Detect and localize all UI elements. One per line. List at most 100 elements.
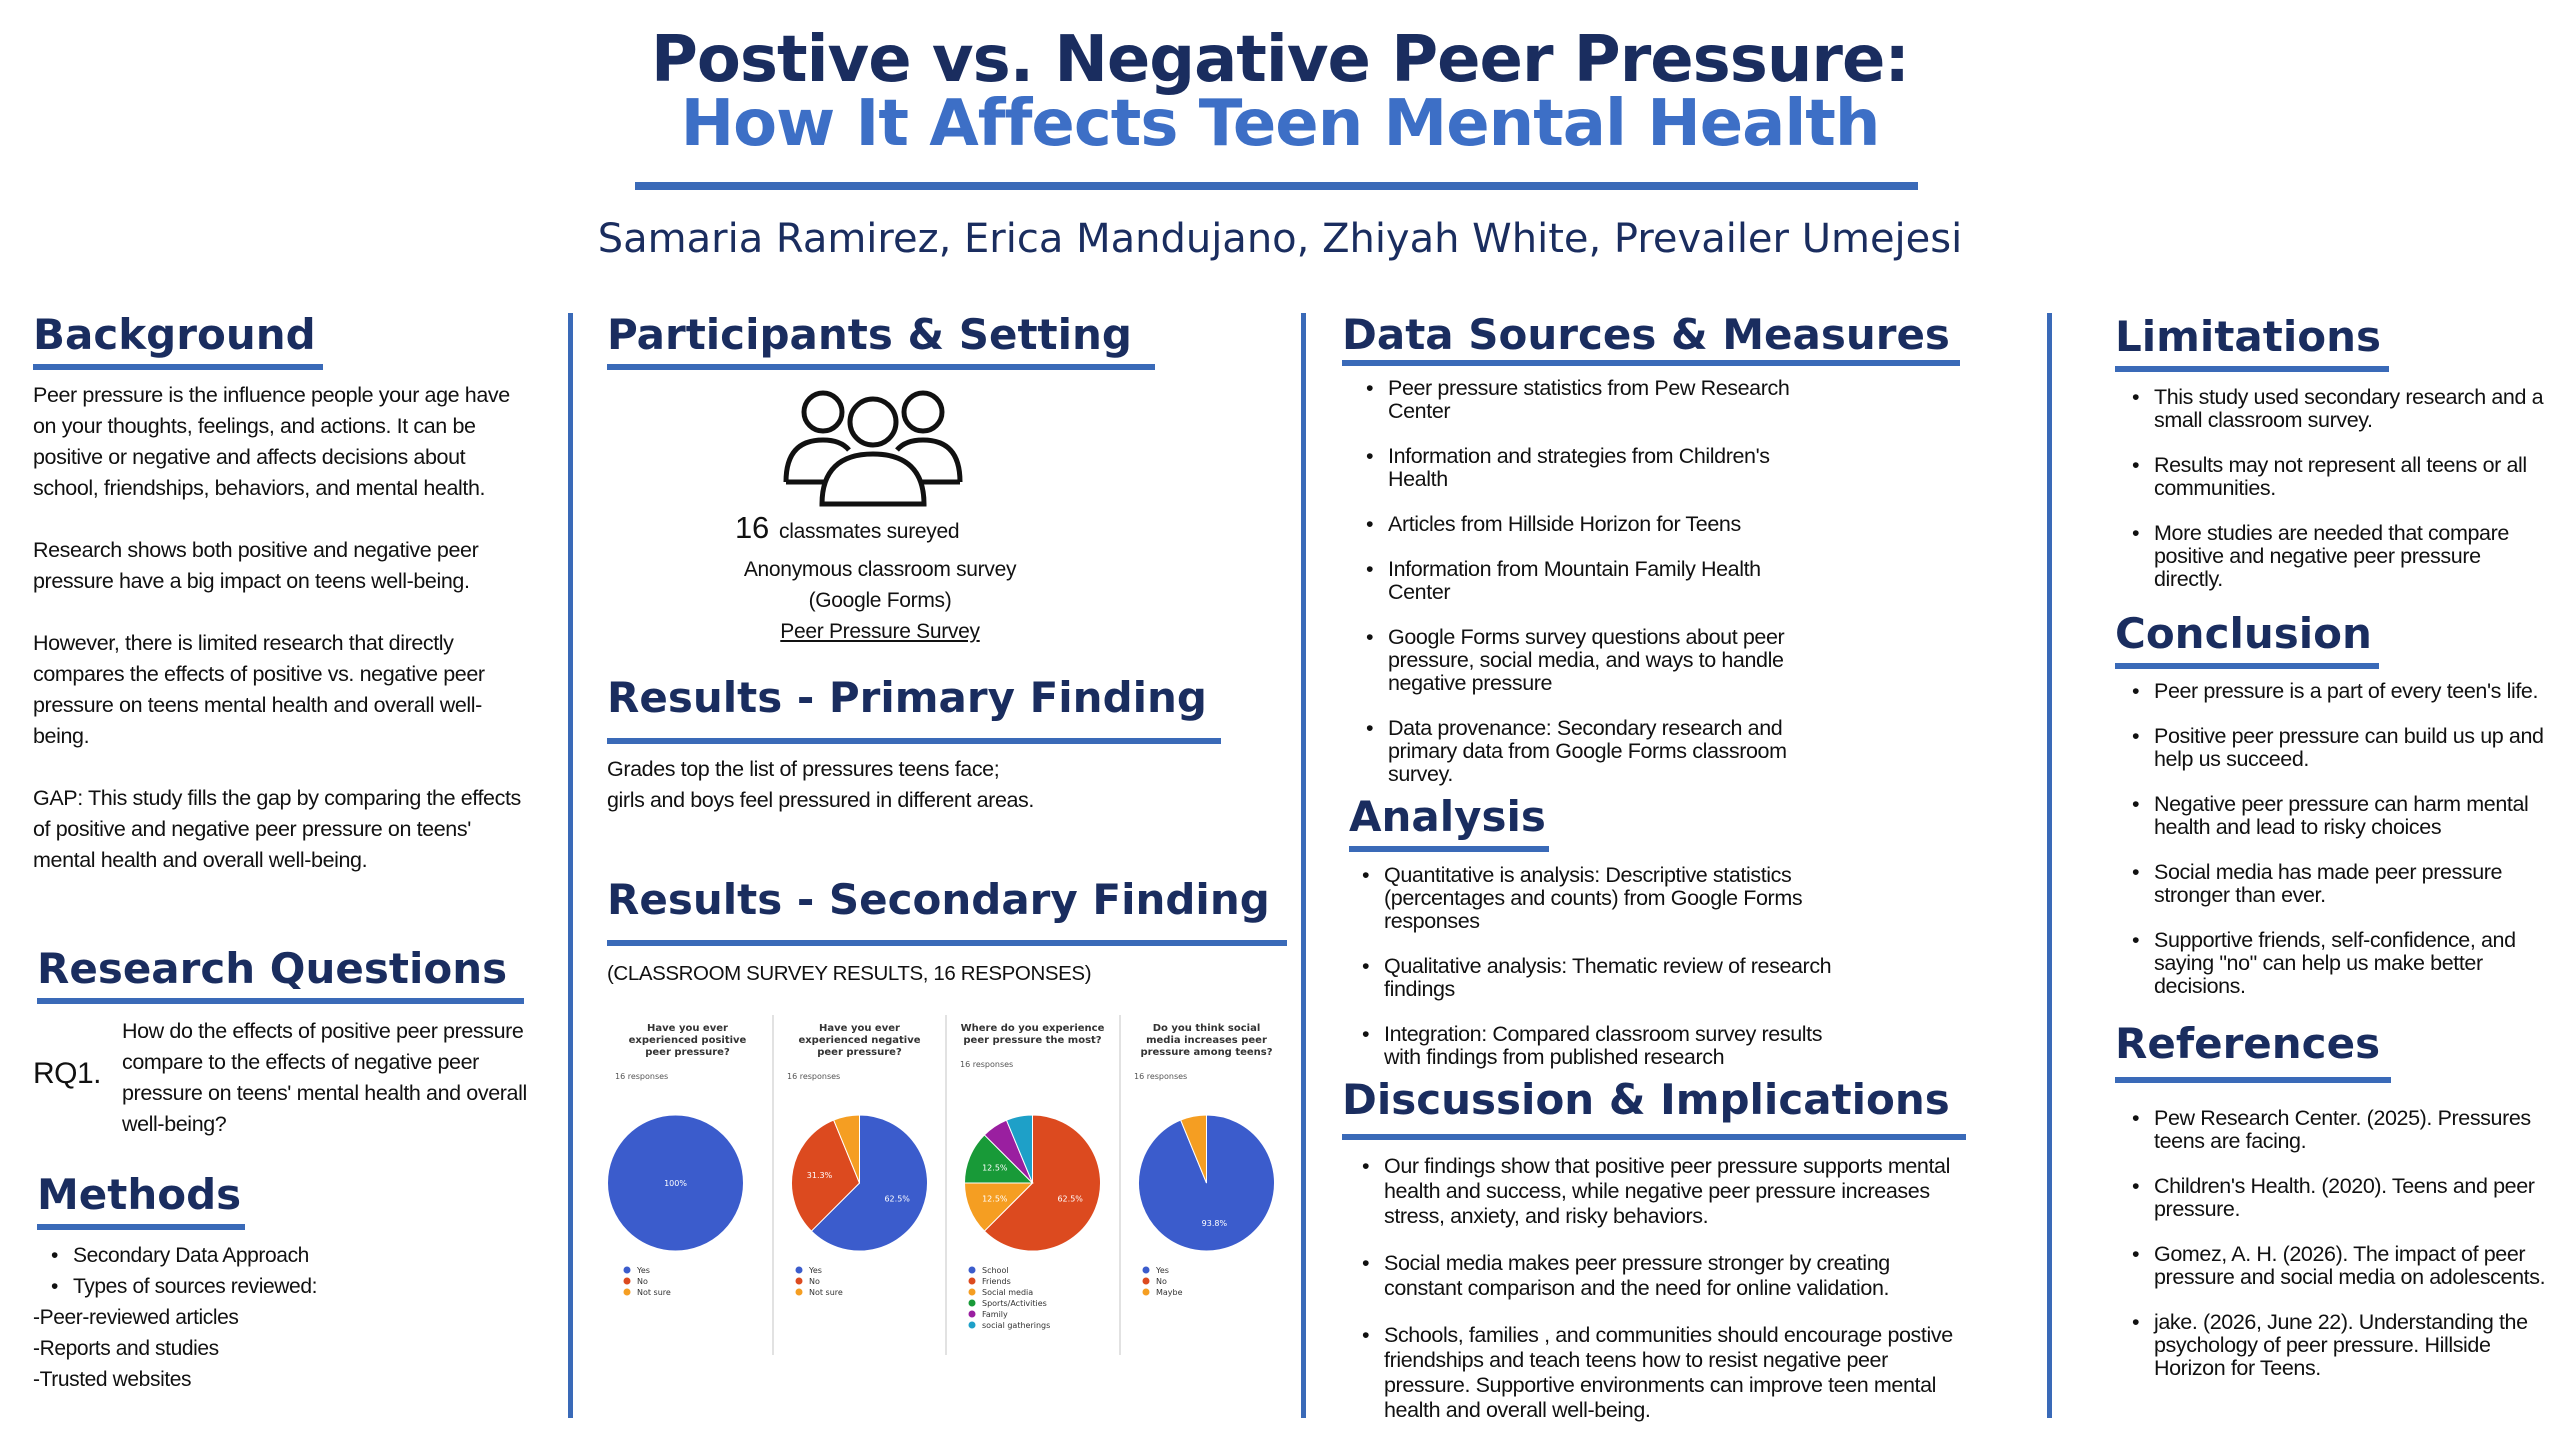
- legend-label: Yes: [636, 1266, 650, 1275]
- legend-swatch: [623, 1277, 631, 1285]
- data-source-item: Data provenance: Secondary research and …: [1362, 717, 1822, 786]
- analysis-item: Quantitative is analysis: Descriptive st…: [1358, 864, 1858, 933]
- participants-details: Anonymous classroom survey (Google Forms…: [690, 554, 1070, 647]
- conclusion-item: Peer pressure is a part of every teen's …: [2128, 680, 2558, 704]
- legend-swatch: [1142, 1266, 1150, 1274]
- legend-swatch: [1142, 1277, 1150, 1285]
- pie-slice-yes: [810, 1114, 928, 1252]
- reference-item: Children's Health. (2020). Teens and pee…: [2128, 1175, 2553, 1221]
- legend-label: Yes: [1155, 1266, 1169, 1275]
- pie-chart-title-line: Have you ever: [647, 1023, 728, 1034]
- methods-list: Secondary Data Approach Types of sources…: [33, 1240, 513, 1302]
- pie-chart-title-line: Do you think social: [1153, 1023, 1261, 1034]
- pie-slice-label: 62.5%: [1057, 1195, 1083, 1204]
- limitation-item: This study used secondary research and a…: [2128, 386, 2553, 432]
- pie-slice-yes: [607, 1114, 744, 1252]
- data-source-item: Peer pressure statistics from Pew Resear…: [1362, 377, 1822, 423]
- primary-finding-heading: Results - Primary Finding: [607, 673, 1207, 722]
- references-list: Pew Research Center. (2025). Pressures t…: [2128, 1107, 2553, 1402]
- legend-label: Social media: [982, 1288, 1033, 1297]
- pie-chart-panel-2: Have you ever experienced negative peer pr…: [777, 1015, 942, 1355]
- reference-item: Gomez, A. H. (2026). The impact of peer …: [2128, 1243, 2553, 1289]
- participants-underline: [607, 364, 1155, 370]
- legend-label: No: [637, 1277, 648, 1286]
- data-sources-underline: [1342, 360, 1960, 366]
- discussion-list: Our findings show that positive peer pre…: [1358, 1154, 1958, 1440]
- pie-chart-subtitle: 16 responses: [615, 1072, 668, 1081]
- rq-text: How do the effects of positive peer pres…: [122, 1019, 527, 1136]
- research-questions-underline: [37, 998, 524, 1004]
- data-source-item: Articles from Hillside Horizon for Teens: [1362, 513, 1822, 537]
- pie-slice-label: 12.5%: [982, 1163, 1008, 1172]
- pie-chart-panel-1: Have you ever experienced positive peer pr…: [605, 1015, 770, 1355]
- column-divider-1: [568, 313, 573, 1418]
- limitation-item: More studies are needed that compare pos…: [2128, 522, 2553, 591]
- pie-chart-title-line: peer pressure?: [817, 1047, 902, 1058]
- pie-chart-panel-3: Where do you experience peer pressure the…: [950, 1015, 1115, 1355]
- pie-slice-label: 93.8%: [1202, 1219, 1228, 1228]
- pie-slice-yes: [1138, 1114, 1275, 1252]
- legend-swatch: [795, 1266, 803, 1274]
- survey-link[interactable]: Peer Pressure Survey: [780, 620, 980, 643]
- legend-label: Sports/Activities: [982, 1299, 1047, 1308]
- pie-chart-subtitle: 16 responses: [787, 1072, 840, 1081]
- pie-slice-no: [791, 1119, 861, 1232]
- poster-title-line1: Postive vs. Negative Peer Pressure:: [651, 23, 1910, 97]
- pie-chart-title-line: media increases peer: [1146, 1035, 1267, 1046]
- background-text: Peer pressure is the influence people yo…: [33, 380, 533, 907]
- reference-item: Pew Research Center. (2025). Pressures t…: [2128, 1107, 2553, 1153]
- primary-finding-underline: [607, 738, 1221, 744]
- people-group-icon: [783, 390, 963, 507]
- limitations-list: This study used secondary research and a…: [2128, 386, 2553, 613]
- legend-swatch: [795, 1288, 803, 1296]
- legend-swatch: [968, 1266, 976, 1274]
- legend-swatch: [795, 1277, 803, 1285]
- secondary-finding-heading: Results - Secondary Finding: [607, 875, 1270, 924]
- legend-swatch: [623, 1266, 631, 1274]
- methods-sub-item: -Peer-reviewed articles: [33, 1306, 239, 1329]
- pie-slice-label: 12.5%: [982, 1195, 1008, 1204]
- methods-sub-item: -Reports and studies: [33, 1337, 219, 1360]
- pie-chart-title-line: Where do you experience: [961, 1023, 1105, 1034]
- pie-chart-title-line: Have you ever: [819, 1023, 900, 1034]
- poster-title-line2: How It Affects Teen Mental Health: [680, 87, 1881, 161]
- methods-sub-item: -Trusted websites: [33, 1368, 192, 1391]
- methods-underline: [37, 1224, 245, 1230]
- column-divider-3: [2047, 313, 2052, 1418]
- conclusion-heading: Conclusion: [2115, 609, 2372, 658]
- conclusion-item: Social media has made peer pressure stro…: [2128, 861, 2558, 907]
- discussion-underline: [1342, 1134, 1966, 1140]
- legend-label: No: [1156, 1277, 1167, 1286]
- background-underline: [33, 364, 323, 370]
- conclusion-item: Positive peer pressure can build us up a…: [2128, 725, 2558, 771]
- legend-swatch: [968, 1277, 976, 1285]
- authors: Samaria Ramirez, Erica Mandujano, Zhiyah…: [597, 216, 1963, 262]
- references-heading: References: [2115, 1019, 2381, 1068]
- data-source-item: Information and strategies from Children…: [1362, 445, 1822, 491]
- background-p2: Research shows both positive and negativ…: [33, 538, 479, 593]
- conclusion-item: Supportive friends, self-confidence, and…: [2128, 929, 2558, 998]
- poster-header: Postive vs. Negative Peer Pressure: How …: [0, 28, 2560, 156]
- pie-chart-title-line: experienced positive: [629, 1035, 747, 1046]
- legend-label: Yes: [808, 1266, 822, 1275]
- background-p4: GAP: This study fills the gap by compari…: [33, 786, 521, 872]
- legend-label: School: [982, 1266, 1009, 1275]
- research-questions-heading: Research Questions: [37, 944, 508, 993]
- participants-count-label: classmates sureyed: [779, 520, 960, 543]
- legend-label: Family: [982, 1310, 1008, 1319]
- methods-item: Types of sources reviewed:: [33, 1271, 513, 1302]
- methods-item: Secondary Data Approach: [33, 1240, 513, 1271]
- secondary-finding-underline: [607, 940, 1287, 946]
- pie-slice-maybe: [1180, 1114, 1207, 1184]
- participants-heading: Participants & Setting: [607, 310, 1132, 359]
- limitation-item: Results may not represent all teens or a…: [2128, 454, 2553, 500]
- legend-label: social gatherings: [982, 1321, 1050, 1330]
- data-source-item: Information from Mountain Family Health …: [1362, 558, 1822, 604]
- discussion-item: Schools, families , and communities shou…: [1358, 1323, 1958, 1423]
- analysis-list: Quantitative is analysis: Descriptive st…: [1358, 864, 1858, 1091]
- data-source-item: Google Forms survey questions about peer…: [1362, 626, 1822, 695]
